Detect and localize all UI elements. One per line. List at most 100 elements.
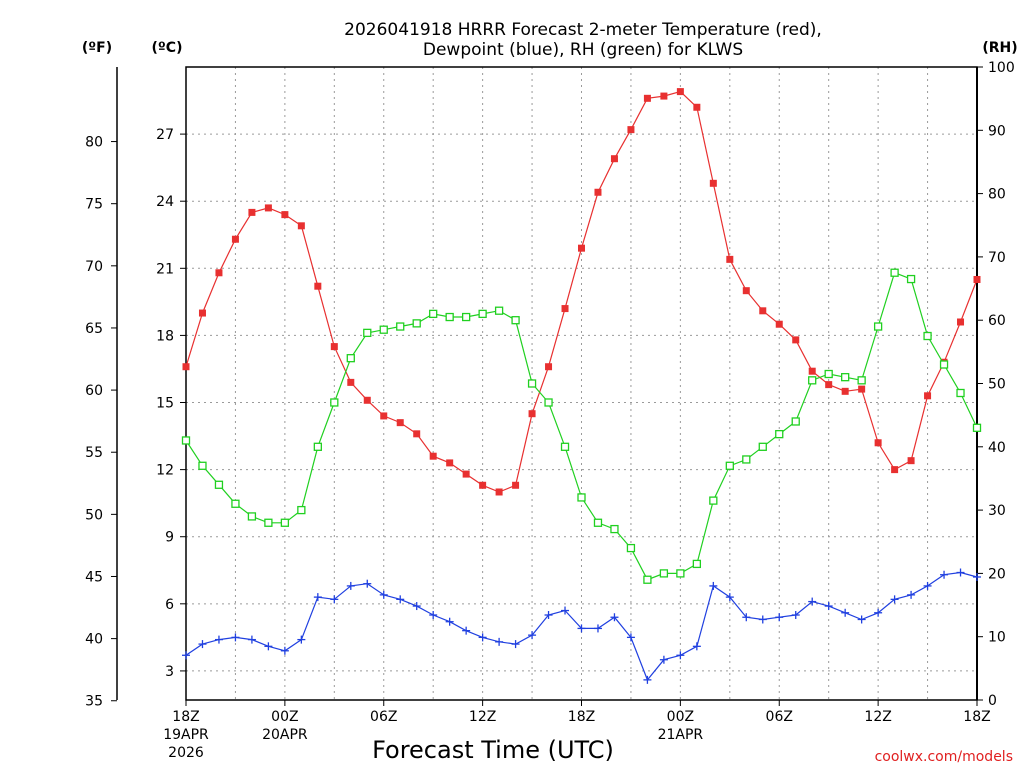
rh-tick-label: 70 xyxy=(988,250,1006,266)
2-meter-temperature-point xyxy=(610,155,618,163)
dewpoint-point xyxy=(676,651,685,660)
rh-point xyxy=(511,316,520,325)
2-meter-temperature-point xyxy=(281,211,289,219)
chart-title-line1: 2026041918 HRRR Forecast 2-meter Tempera… xyxy=(344,20,822,40)
rh-point xyxy=(478,309,487,319)
2-meter-temperature-point xyxy=(924,392,932,400)
rh-point xyxy=(429,309,438,319)
dewpoint-point xyxy=(692,642,701,651)
2-meter-temperature-point xyxy=(363,396,371,404)
rh-tick-label: 40 xyxy=(988,440,1006,456)
dewpoint-point xyxy=(363,579,372,588)
2-meter-temperature-point xyxy=(891,466,899,474)
x-tick-label: 12Z xyxy=(469,709,496,725)
x-tick-label: 00Z xyxy=(271,709,298,725)
2-meter-temperature-point xyxy=(512,481,520,489)
2-meter-temperature-point xyxy=(709,179,717,187)
celsius-tick-label: 27 xyxy=(156,127,174,143)
dewpoint-point xyxy=(412,602,421,611)
2-meter-temperature-point xyxy=(545,363,553,371)
dewpoint-point xyxy=(264,642,273,651)
data-series xyxy=(181,88,982,684)
dewpoint-point xyxy=(890,595,899,604)
rh-point xyxy=(659,569,669,578)
rh-point xyxy=(610,524,619,534)
2-meter-temperature-point xyxy=(643,94,651,102)
x-tick-label: 18Z xyxy=(172,709,199,725)
x-tick-label: 18Z xyxy=(963,709,990,725)
dewpoint-point xyxy=(561,606,570,615)
celsius-tick-label: 6 xyxy=(165,597,174,613)
rh-point xyxy=(709,496,718,505)
2-meter-temperature-point xyxy=(973,275,981,283)
rh-point xyxy=(445,312,454,322)
dewpoint-point xyxy=(758,615,767,624)
dewpoint-point xyxy=(429,611,438,620)
rh-point xyxy=(857,376,866,385)
rh-point xyxy=(297,505,306,515)
2-meter-temperature-point xyxy=(907,457,915,465)
rh-point xyxy=(379,325,388,334)
rh-tick-label: 80 xyxy=(988,187,1006,203)
dewpoint-point xyxy=(643,675,652,684)
x-tick-label: 18Z xyxy=(568,709,595,725)
rh-point xyxy=(577,493,586,502)
2-meter-temperature-point xyxy=(792,336,800,344)
rh-point xyxy=(346,354,355,363)
2-meter-temperature-point xyxy=(528,410,536,418)
2-meter-temperature-point xyxy=(726,255,734,263)
dewpoint-point xyxy=(709,581,718,590)
celsius-tick-label: 18 xyxy=(156,328,174,344)
dewpoint-point xyxy=(824,602,833,611)
rh-point xyxy=(247,512,257,521)
fahrenheit-tick-label: 75 xyxy=(85,197,103,213)
fahrenheit-tick-label: 40 xyxy=(85,632,103,648)
dewpoint-point xyxy=(528,631,537,640)
axes: 35 40 45 50 55 60 65 70 75 80 3 6 9 12 15 18 21 24 27 0 10 20… xyxy=(85,60,1015,761)
fahrenheit-unit-label: (ºF) xyxy=(82,40,112,56)
rh-point xyxy=(593,518,603,527)
celsius-tick-label: 24 xyxy=(156,194,174,210)
2-meter-temperature-point xyxy=(215,269,223,277)
celsius-unit-label: (ºC) xyxy=(152,40,183,56)
x-tick-label: 12Z xyxy=(864,709,891,725)
dewpoint-point xyxy=(231,633,240,642)
fahrenheit-tick-label: 50 xyxy=(85,507,103,523)
rh-point xyxy=(330,398,339,407)
dewpoint-point xyxy=(544,611,553,620)
dewpoint-point xyxy=(610,613,619,622)
fahrenheit-tick-label: 55 xyxy=(85,445,103,461)
dewpoint-point xyxy=(214,635,223,644)
dewpoint-point xyxy=(182,651,190,660)
2-meter-temperature-point xyxy=(561,305,569,313)
dewpoint-point xyxy=(659,655,668,664)
rh-tick-label: 100 xyxy=(988,60,1015,76)
x-tick-label: 19APR xyxy=(163,727,209,743)
rh-point xyxy=(626,543,636,553)
dewpoint-point xyxy=(940,570,949,579)
celsius-tick-label: 15 xyxy=(156,396,174,412)
rh-point xyxy=(791,417,800,426)
rh-point xyxy=(461,312,471,322)
dewpoint-point xyxy=(396,595,405,604)
dewpoint-point xyxy=(495,637,504,646)
rh-point xyxy=(808,376,817,385)
rh-unit-label: (RH) xyxy=(982,40,1017,56)
2-meter-temperature-point xyxy=(858,385,866,393)
2-meter-temperature-point xyxy=(742,287,750,295)
rh-point xyxy=(494,306,504,315)
dewpoint-point xyxy=(445,617,454,626)
dewpoint-point xyxy=(808,597,817,606)
rh-point xyxy=(939,360,949,369)
2-meter-temperature-point xyxy=(825,381,833,389)
rh-point xyxy=(264,518,273,527)
chart-title-line2: Dewpoint (blue), RH (green) for KLWS xyxy=(423,40,743,60)
celsius-tick-label: 3 xyxy=(165,664,174,680)
dewpoint-point xyxy=(297,635,306,644)
dewpoint-point xyxy=(280,646,289,655)
2-meter-temperature-point xyxy=(380,412,388,420)
rh-point xyxy=(313,442,322,451)
rh-tick-label: 0 xyxy=(988,693,997,709)
rh-point xyxy=(412,319,421,328)
x-tick-label: 00Z xyxy=(667,709,694,725)
